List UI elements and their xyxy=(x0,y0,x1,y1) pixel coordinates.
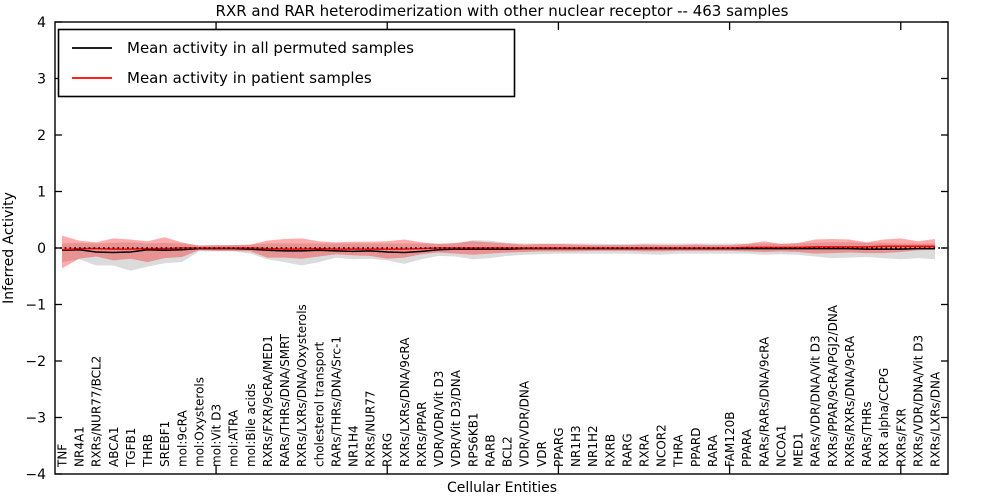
category-label: RXRs/NUR77/BCL2 xyxy=(90,356,104,467)
category-label: PPARG xyxy=(552,427,566,467)
category-label: RARA xyxy=(706,434,720,467)
category-label: RXRs/LXRs/DNA xyxy=(929,371,943,467)
category-label: RXRs/PPAR/9cRA/PGJ2/DNA xyxy=(826,304,840,467)
category-label: VDR xyxy=(535,441,549,467)
category-label: RXRs/NUR77 xyxy=(364,390,378,467)
category-label: TNF xyxy=(56,444,70,468)
category-label: VDR/VDR/Vit D3 xyxy=(432,371,446,467)
category-label: RARs/THRs/DNA/SMRT xyxy=(278,333,292,467)
category-label: NR1H3 xyxy=(569,425,583,467)
y-tick-label: 0 xyxy=(37,241,46,257)
category-label: RXRs/FXR/9cRA/MED1 xyxy=(261,335,275,467)
category-label: RXR alpha/CCPG xyxy=(877,368,891,467)
y-tick-label: −4 xyxy=(25,467,46,483)
category-label: SREBF1 xyxy=(158,421,172,467)
category-label: RXRs/VDR/DNA/Vit D3 xyxy=(911,335,925,467)
category-label: NR1H4 xyxy=(347,425,361,467)
y-tick-label: 3 xyxy=(37,72,46,88)
category-label: mol:Oxysterols xyxy=(192,377,206,467)
category-label: NCOA1 xyxy=(774,425,788,467)
category-label: mol:ATRA xyxy=(227,409,241,467)
category-label: RPS6KB1 xyxy=(466,412,480,467)
legend-box xyxy=(57,28,516,98)
category-label: mol:9cRA xyxy=(175,410,189,467)
category-label: mol:Vit D3 xyxy=(210,404,224,467)
category-label: RXRs/FXR xyxy=(894,408,908,467)
category-label: RARs/VDR/DNA/Vit D3 xyxy=(809,335,823,467)
y-tick-label: 4 xyxy=(37,15,46,31)
category-label: RXRA xyxy=(638,434,652,467)
category-label: RXRs/RXRs/DNA/9cRA xyxy=(843,335,857,467)
category-label: VDR/VDR/DNA xyxy=(518,380,532,467)
x-axis-label: Cellular Entities xyxy=(447,480,557,496)
category-label: MED1 xyxy=(792,432,806,467)
legend-label-patient: Mean activity in patient samples xyxy=(127,69,372,87)
category-label: RXRs/PPAR xyxy=(415,402,429,467)
category-label: RARs/THRs xyxy=(860,401,874,467)
chart-title: RXR and RAR heterodimerization with othe… xyxy=(216,2,789,20)
y-tick-label: −1 xyxy=(25,298,46,314)
category-label: RXRs/LXRs/DNA/9cRA xyxy=(398,337,412,467)
category-label: NR1H2 xyxy=(586,425,600,467)
category-label: FAM120B xyxy=(723,412,737,468)
y-axis-label: Inferred Activity xyxy=(1,192,17,304)
category-label: THRA xyxy=(672,434,686,468)
category-label: RARs/THRs/DNA/Src-1 xyxy=(329,336,343,467)
legend: Mean activity in all permuted samples Me… xyxy=(57,28,516,98)
y-tick-label: −2 xyxy=(25,354,46,370)
category-label: RARG xyxy=(620,433,634,467)
y-tick-label: −3 xyxy=(25,411,46,427)
category-label: mol:Bile acids xyxy=(244,383,258,467)
category-label: NR4A1 xyxy=(73,426,87,467)
category-label: BCL2 xyxy=(501,436,515,467)
plot-area: 4 3 2 1 0 −1 −2 −3 −4 TNF NR4A1 RXRs/NUR77/BCL2 ABCA… xyxy=(25,15,949,483)
category-label: RXRG xyxy=(381,433,395,467)
category-label: VDR/Vit D3/DNA xyxy=(449,369,463,467)
category-label: RXRs/LXRs/DNA/Oxysterols xyxy=(295,304,309,467)
y-tick-label: 2 xyxy=(37,128,46,144)
category-label: TGFB1 xyxy=(124,428,138,468)
y-tick-label: 1 xyxy=(37,185,46,201)
category-label: RARs/RARs/DNA/9cRA xyxy=(757,336,771,467)
category-label: THRB xyxy=(141,434,155,468)
category-label: RXRB xyxy=(603,434,617,467)
category-label: PPARA xyxy=(740,428,754,467)
legend-label-permuted: Mean activity in all permuted samples xyxy=(127,39,414,57)
category-label: RARB xyxy=(483,434,497,467)
patient-samples-range-band xyxy=(62,235,935,269)
category-label: cholesterol transport xyxy=(312,341,326,467)
category-label: PPARD xyxy=(689,428,703,468)
category-label: ABCA1 xyxy=(107,427,121,467)
category-label: NCOR2 xyxy=(655,424,669,467)
